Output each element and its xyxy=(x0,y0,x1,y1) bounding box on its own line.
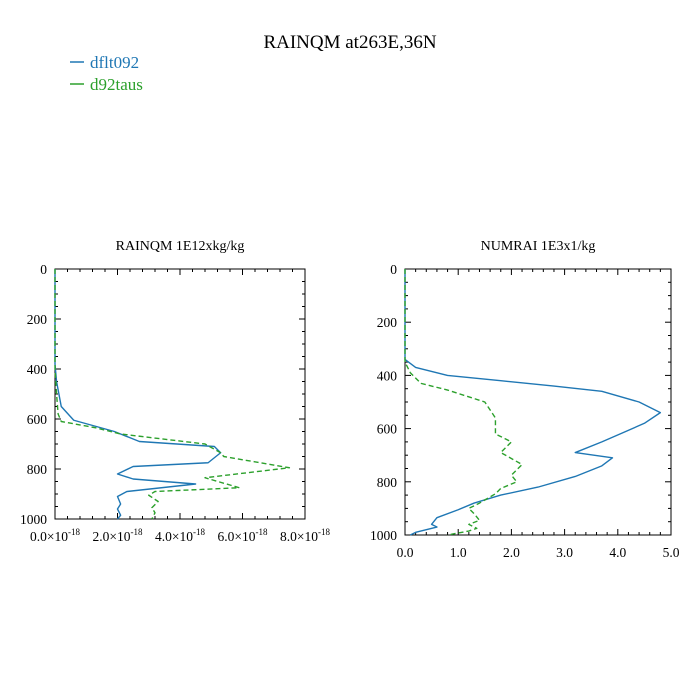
y-tick-label-numrai-2: 400 xyxy=(377,368,398,383)
panel-numrai: NUMRAI 1E3x1/kg 0.0 1.0 2.0 3.0 4.0 5.0 0 200 40… xyxy=(370,239,680,560)
series-line-numrai-d92taus xyxy=(404,269,523,536)
y-tick-label-rainqm-0: 0 xyxy=(40,262,47,277)
panel-title-numrai: NUMRAI 1E3x1/kg xyxy=(481,239,596,254)
x-tick-label-numrai-2: 2.0 xyxy=(503,545,520,560)
x-tick-label-rainqm-1: 2.0×10-18 xyxy=(93,527,143,544)
series-line-rainqm-dflt092 xyxy=(54,269,222,520)
figure-title: RAINQM at263E,36N xyxy=(263,32,436,53)
y-tick-label-numrai-5: 1000 xyxy=(370,528,397,543)
series-line-rainqm-d92taus xyxy=(54,269,291,520)
plot-frame-rainqm xyxy=(54,268,306,520)
x-tick-label-numrai-4: 4.0 xyxy=(609,545,626,560)
panel-title-rainqm: RAINQM 1E12xkg/kg xyxy=(116,239,245,254)
x-tick-label-rainqm-0: 0.0×10-18 xyxy=(30,527,80,544)
x-tick-label-rainqm-2: 4.0×10-18 xyxy=(155,527,205,544)
y-tick-label-rainqm-4: 800 xyxy=(27,462,48,477)
y-tick-label-rainqm-2: 400 xyxy=(27,362,48,377)
y-tick-label-numrai-3: 600 xyxy=(377,422,398,437)
legend: dflt092 d92taus xyxy=(70,53,143,94)
y-tick-label-numrai-0: 0 xyxy=(390,262,397,277)
y-tick-label-numrai-1: 200 xyxy=(377,315,398,330)
x-tick-label-numrai-1: 1.0 xyxy=(450,545,467,560)
plot-frame-numrai xyxy=(404,268,672,536)
x-tick-label-numrai-5: 5.0 xyxy=(663,545,680,560)
x-tick-label-numrai-3: 3.0 xyxy=(556,545,573,560)
x-tick-label-numrai-0: 0.0 xyxy=(397,545,414,560)
x-tick-label-rainqm-4: 8.0×10-18 xyxy=(280,527,330,544)
series-line-numrai-dflt092 xyxy=(404,269,662,536)
legend-label-d92taus: d92taus xyxy=(90,75,143,94)
y-tick-label-rainqm-1: 200 xyxy=(27,312,48,327)
x-tick-label-rainqm-3: 6.0×10-18 xyxy=(218,527,268,544)
y-tick-label-numrai-4: 800 xyxy=(377,475,398,490)
y-tick-label-rainqm-5: 1000 xyxy=(20,512,47,527)
legend-label-dflt092: dflt092 xyxy=(90,53,139,72)
panel-rainqm: RAINQM 1E12xkg/kg 0.0×10-18 2.0×10-18 4.0×… xyxy=(20,239,330,544)
y-tick-label-rainqm-3: 600 xyxy=(27,412,48,427)
